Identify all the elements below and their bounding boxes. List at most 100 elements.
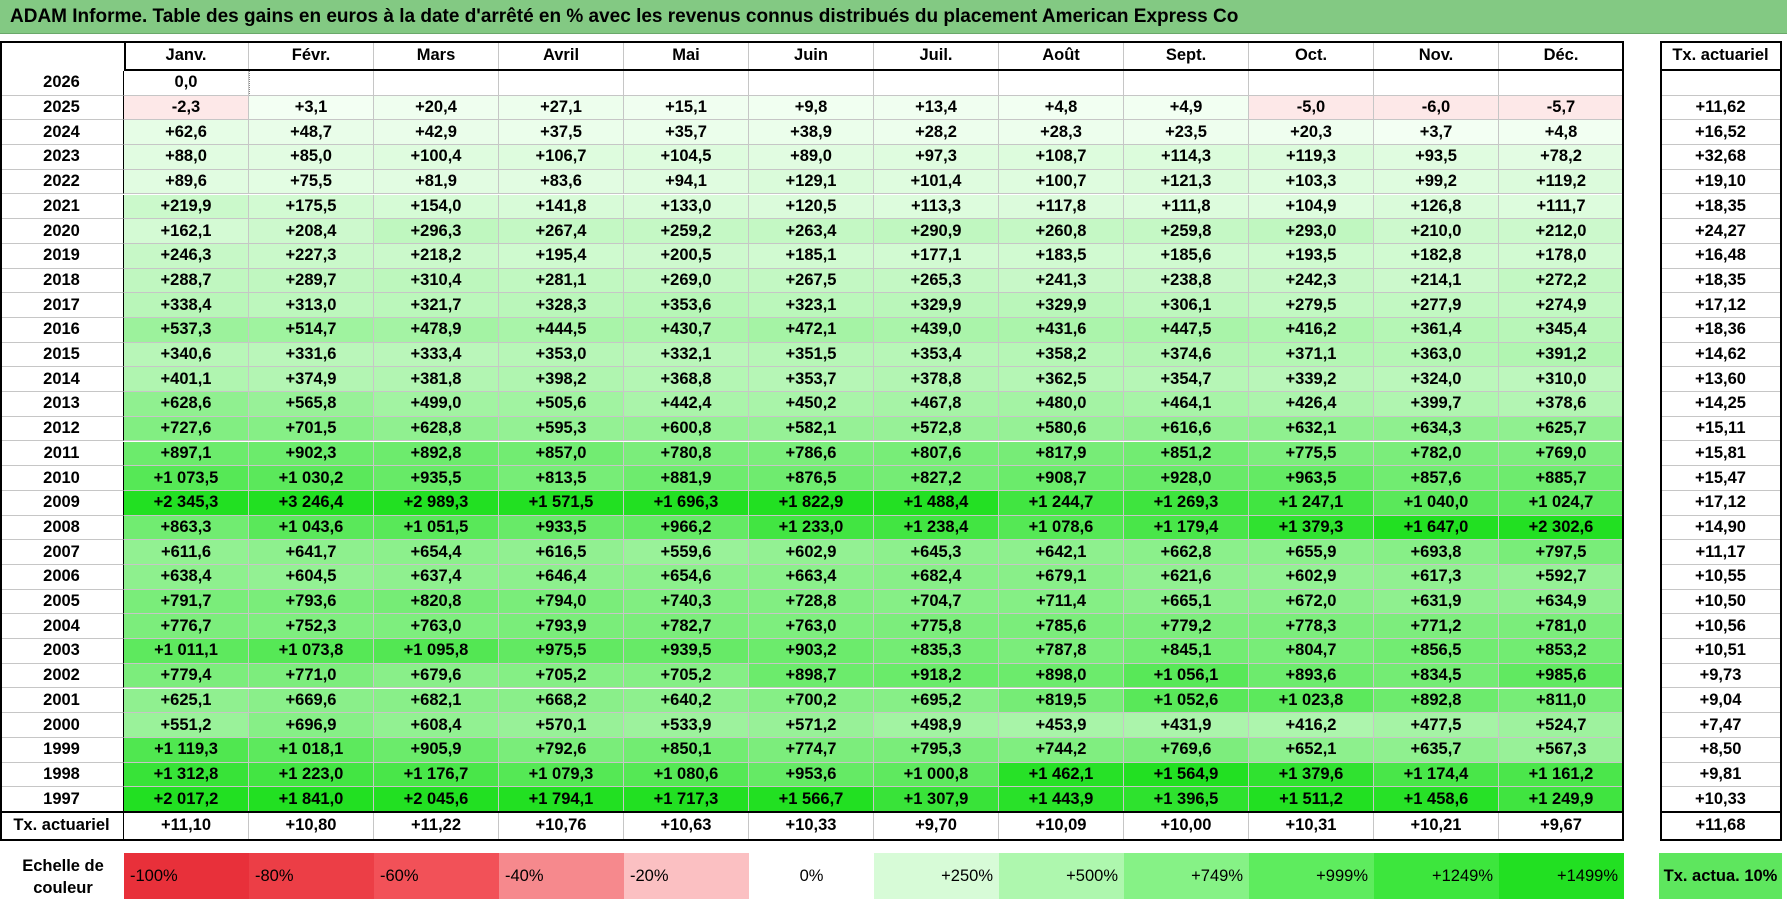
table-cell: +241,3 xyxy=(999,268,1124,294)
table-cell: +265,3 xyxy=(874,268,999,294)
table-cell: +1 244,7 xyxy=(999,490,1124,516)
table-cell: +985,6 xyxy=(1499,663,1624,689)
table-cell: +195,4 xyxy=(499,243,624,269)
annual-rate-cell: +11,17 xyxy=(1660,540,1782,565)
table-cell: +119,2 xyxy=(1499,169,1624,195)
footer-total-rate: +11,68 xyxy=(1660,811,1782,841)
table-cell: +963,5 xyxy=(1249,466,1374,491)
year-cell: 2023 xyxy=(0,145,124,170)
year-cell: 2026 xyxy=(0,71,124,96)
table-cell: +267,4 xyxy=(499,219,624,244)
annual-rate-cell xyxy=(1660,71,1782,96)
table-cell: +611,6 xyxy=(124,540,249,565)
year-cell: 2025 xyxy=(0,95,124,121)
table-cell: +1 458,6 xyxy=(1374,787,1499,812)
table-cell: +431,9 xyxy=(1124,713,1249,738)
table-cell: +85,0 xyxy=(249,145,374,170)
table-cell: +246,3 xyxy=(124,243,249,269)
table-cell: +782,7 xyxy=(624,614,749,640)
month-header: Janv. xyxy=(124,41,249,71)
table-cell: +374,9 xyxy=(249,367,374,393)
table-cell: +640,2 xyxy=(624,688,749,714)
table-cell: +820,8 xyxy=(374,589,499,615)
footer-rate-cell: +10,63 xyxy=(624,811,749,841)
annual-rate-cell: +18,36 xyxy=(1660,318,1782,343)
table-cell: +1 052,6 xyxy=(1124,688,1249,714)
table-cell: +602,9 xyxy=(1249,565,1374,590)
table-cell: +416,2 xyxy=(1249,318,1374,343)
table-cell: +321,7 xyxy=(374,293,499,318)
table-cell: +1 040,0 xyxy=(1374,490,1499,516)
footer-rate-cell: +10,21 xyxy=(1374,811,1499,841)
table-cell: +621,6 xyxy=(1124,565,1249,590)
table-cell: +1 696,3 xyxy=(624,490,749,516)
annual-rate-cell: +17,12 xyxy=(1660,293,1782,318)
table-cell: +625,1 xyxy=(124,688,249,714)
table-cell: +845,1 xyxy=(1124,639,1249,664)
year-cell: 2018 xyxy=(0,268,124,294)
table-cell: +111,8 xyxy=(1124,194,1249,220)
table-cell: +595,3 xyxy=(499,416,624,442)
table-cell: +119,3 xyxy=(1249,145,1374,170)
table-cell: +696,9 xyxy=(249,713,374,738)
table-cell: +328,3 xyxy=(499,293,624,318)
year-cell: 1999 xyxy=(0,737,124,763)
table-cell: +4,8 xyxy=(999,95,1124,121)
table-cell: +682,1 xyxy=(374,688,499,714)
table-cell: +200,5 xyxy=(624,243,749,269)
table-cell: +928,0 xyxy=(1124,466,1249,491)
year-cell: 2004 xyxy=(0,614,124,640)
table-cell: +572,8 xyxy=(874,416,999,442)
month-header: Oct. xyxy=(1249,41,1374,71)
table-cell: +793,6 xyxy=(249,589,374,615)
table-cell: +20,3 xyxy=(1249,120,1374,146)
year-cell: 2015 xyxy=(0,342,124,368)
table-cell: +260,8 xyxy=(999,219,1124,244)
table-cell: +9,8 xyxy=(749,95,874,121)
table-cell: +99,2 xyxy=(1374,169,1499,195)
table-cell: +807,6 xyxy=(874,441,999,467)
table-cell: +1 238,4 xyxy=(874,515,999,541)
footer-rate-cell: +9,67 xyxy=(1499,811,1624,841)
table-cell: +208,4 xyxy=(249,219,374,244)
table-cell: +430,7 xyxy=(624,318,749,343)
month-header: Avril xyxy=(499,41,624,71)
table-cell: +740,3 xyxy=(624,589,749,615)
month-header: Déc. xyxy=(1499,41,1624,71)
table-cell xyxy=(1249,71,1374,96)
table-cell: +1 119,3 xyxy=(124,737,249,763)
annual-rate-cell: +10,56 xyxy=(1660,614,1782,640)
table-cell: +645,3 xyxy=(874,540,999,565)
table-cell: +313,0 xyxy=(249,293,374,318)
table-cell: +1 564,9 xyxy=(1124,762,1249,788)
table-cell: +4,9 xyxy=(1124,95,1249,121)
table-cell: +332,1 xyxy=(624,342,749,368)
table-cell: +354,7 xyxy=(1124,367,1249,393)
table-cell: +1 488,4 xyxy=(874,490,999,516)
legend-swatch: -100% xyxy=(124,853,249,899)
month-header: Juil. xyxy=(874,41,999,71)
table-cell xyxy=(1374,71,1499,96)
table-cell: +288,7 xyxy=(124,268,249,294)
table-cell: +787,8 xyxy=(999,639,1124,664)
month-header: Nov. xyxy=(1374,41,1499,71)
table-cell: +791,7 xyxy=(124,589,249,615)
year-cell: 2012 xyxy=(0,416,124,442)
table-cell: +728,8 xyxy=(749,589,874,615)
year-cell: 2010 xyxy=(0,466,124,491)
table-cell: +857,6 xyxy=(1374,466,1499,491)
table-cell: +771,2 xyxy=(1374,614,1499,640)
table-cell: +351,5 xyxy=(749,342,874,368)
table-cell: +655,9 xyxy=(1249,540,1374,565)
table-cell: +478,9 xyxy=(374,318,499,343)
table-cell: +580,6 xyxy=(999,416,1124,442)
table-cell: +362,5 xyxy=(999,367,1124,393)
table-cell: +827,2 xyxy=(874,466,999,491)
annual-rate-cell: +7,47 xyxy=(1660,713,1782,738)
table-cell: +811,0 xyxy=(1499,688,1624,714)
month-header: Août xyxy=(999,41,1124,71)
footer-rate-cell: +11,22 xyxy=(374,811,499,841)
table-cell: +129,1 xyxy=(749,169,874,195)
table-cell: +705,2 xyxy=(499,663,624,689)
table-cell: +635,7 xyxy=(1374,737,1499,763)
